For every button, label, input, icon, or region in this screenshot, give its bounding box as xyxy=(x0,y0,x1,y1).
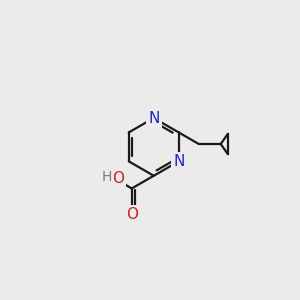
Text: N: N xyxy=(173,154,184,169)
Text: O: O xyxy=(126,207,138,222)
Text: O: O xyxy=(112,171,124,186)
Text: N: N xyxy=(148,110,159,125)
Text: H: H xyxy=(102,170,112,184)
